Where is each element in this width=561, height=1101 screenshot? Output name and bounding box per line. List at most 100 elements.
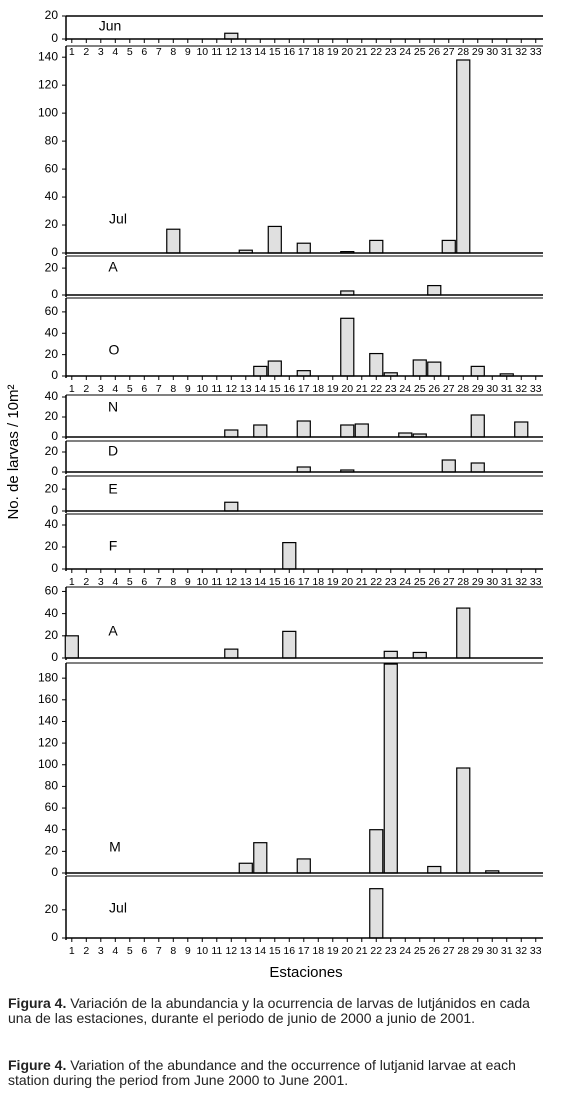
- bar: [253, 365, 268, 377]
- x-tick-label: 23: [385, 945, 397, 957]
- x-tick-label: 6: [141, 576, 147, 588]
- x-tick-label: 26: [428, 46, 440, 58]
- y-axis-label: No. de larvas / 10m²: [5, 384, 22, 519]
- y-tick-label: 60: [45, 304, 59, 318]
- x-tick-label: 19: [327, 945, 339, 957]
- x-tick-label: 29: [472, 46, 484, 58]
- panel-label: A: [108, 623, 118, 639]
- x-tick-label: 7: [156, 46, 162, 58]
- x-tick-label: 10: [196, 576, 208, 588]
- bar: [383, 650, 398, 659]
- bar: [456, 767, 471, 874]
- y-tick-label: 100: [38, 105, 58, 119]
- bar: [354, 423, 369, 438]
- y-tick-label: 20: [45, 902, 59, 916]
- bar: [296, 370, 311, 377]
- x-tick-label: 13: [240, 576, 252, 588]
- x-tick-label: 33: [530, 945, 542, 957]
- y-tick-label: 100: [38, 757, 58, 771]
- y-tick-label: 0: [51, 429, 58, 443]
- x-tick-label: 26: [428, 383, 440, 395]
- x-tick-label: 3: [98, 945, 104, 957]
- y-tick-label: 80: [45, 133, 59, 147]
- panel-label: O: [109, 342, 120, 358]
- y-tick-label: 20: [45, 844, 59, 858]
- x-tick-label: 15: [269, 945, 281, 957]
- y-tick-label: 40: [45, 517, 59, 531]
- x-tick-label: 22: [370, 383, 382, 395]
- bar: [412, 359, 427, 377]
- x-tick-label: 22: [370, 576, 382, 588]
- bar: [456, 59, 471, 254]
- x-tick-label: 15: [269, 383, 281, 395]
- x-tick-label: 28: [457, 46, 469, 58]
- bar: [383, 663, 398, 874]
- x-tick-label: 12: [225, 576, 237, 588]
- x-tick-label: 19: [327, 576, 339, 588]
- x-tick-label: 25: [414, 945, 426, 957]
- x-tick-label: 7: [156, 576, 162, 588]
- x-tick-label: 19: [327, 383, 339, 395]
- y-tick-label: 0: [51, 287, 58, 301]
- x-tick-label: 4: [112, 945, 118, 957]
- x-tick-label: 6: [141, 945, 147, 957]
- x-tick-label: 8: [170, 383, 176, 395]
- panel-label: Jul: [109, 211, 127, 227]
- bar: [224, 429, 239, 438]
- x-tick-label: 30: [486, 46, 498, 58]
- y-tick-label: 60: [45, 584, 59, 598]
- x-tick-label: 24: [399, 383, 411, 395]
- x-tick-label: 33: [530, 383, 542, 395]
- y-tick-label: 60: [45, 800, 59, 814]
- x-tick-label: 18: [312, 46, 324, 58]
- y-tick-label: 40: [45, 606, 59, 620]
- y-tick-label: 60: [45, 161, 59, 175]
- x-tick-label: 9: [185, 46, 191, 58]
- x-tick-label: 33: [530, 576, 542, 588]
- x-tick-label: 16: [283, 383, 295, 395]
- x-tick-label: 31: [501, 46, 513, 58]
- x-tick-label: 20: [341, 945, 353, 957]
- bar: [369, 829, 384, 874]
- y-tick-label: 160: [38, 692, 58, 706]
- bar: [267, 360, 282, 377]
- x-tick-label: 23: [385, 46, 397, 58]
- caption: Figura 4. Variación de la abundancia y l…: [8, 996, 553, 1026]
- x-tick-label: 1: [69, 46, 75, 58]
- x-tick-label: 4: [112, 576, 118, 588]
- y-tick-label: 20: [45, 481, 59, 495]
- bar: [267, 225, 282, 254]
- x-tick-label: 14: [254, 383, 266, 395]
- x-tick-label: 30: [486, 383, 498, 395]
- y-tick-label: 0: [51, 368, 58, 382]
- x-tick-label: 15: [269, 46, 281, 58]
- bar: [224, 648, 239, 659]
- y-tick-label: 20: [45, 8, 59, 22]
- y-tick-label: 20: [45, 409, 59, 423]
- caption: Figure 4. Variation of the abundance and…: [8, 1058, 553, 1088]
- x-tick-label: 31: [501, 383, 513, 395]
- y-tick-label: 20: [45, 628, 59, 642]
- y-tick-label: 40: [45, 189, 59, 203]
- y-tick-label: 140: [38, 714, 58, 728]
- y-tick-label: 0: [51, 650, 58, 664]
- x-tick-label: 12: [225, 945, 237, 957]
- x-tick-label: 10: [196, 945, 208, 957]
- bar: [166, 228, 181, 254]
- x-tick-label: 23: [385, 576, 397, 588]
- bar: [470, 414, 485, 438]
- x-tick-label: 16: [283, 576, 295, 588]
- x-tick-label: 20: [341, 46, 353, 58]
- panel-label: E: [108, 481, 117, 497]
- bar: [369, 352, 384, 377]
- x-tick-label: 11: [211, 383, 222, 395]
- bar: [253, 842, 268, 874]
- x-tick-label: 9: [185, 945, 191, 957]
- x-tick-label: 13: [240, 383, 252, 395]
- x-tick-label: 1: [69, 945, 75, 957]
- x-tick-label: 27: [443, 383, 455, 395]
- y-tick-label: 20: [45, 444, 59, 458]
- x-tick-label: 18: [312, 945, 324, 957]
- x-tick-label: 9: [185, 576, 191, 588]
- x-tick-label: 11: [211, 576, 222, 588]
